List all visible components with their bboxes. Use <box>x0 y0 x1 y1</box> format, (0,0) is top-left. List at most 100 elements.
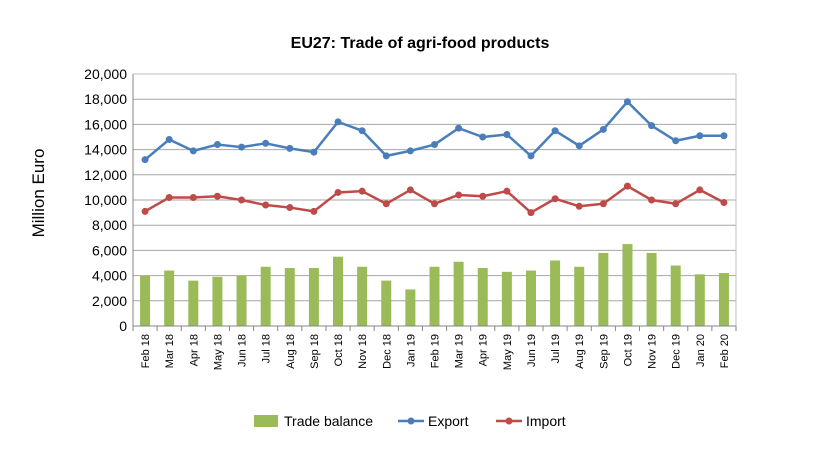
trade-balance-bar <box>188 280 199 326</box>
import-point <box>575 202 583 210</box>
import-point <box>503 187 511 195</box>
x-tick-label: Mar 19 <box>454 334 466 368</box>
export-point <box>238 143 246 151</box>
import-point <box>334 188 342 196</box>
trade-balance-bar <box>284 268 295 326</box>
trade-balance-legend-swatch <box>254 415 278 427</box>
export-line <box>144 100 724 161</box>
export-point <box>720 132 728 140</box>
export-point <box>575 142 583 150</box>
trade-balance-bar <box>260 266 271 326</box>
import-point <box>358 187 366 195</box>
export-point <box>358 127 366 135</box>
y-tick-label: 4,000 <box>92 268 127 284</box>
x-tick-label: Nov 19 <box>647 334 659 369</box>
x-tick-label: Dec 19 <box>671 334 683 369</box>
import-point <box>310 207 318 215</box>
x-tick-label: Dec 18 <box>381 334 393 369</box>
legend: Trade balance Export Import <box>254 413 566 429</box>
trade-balance-bar <box>236 275 247 326</box>
export-point <box>455 124 463 132</box>
x-tick-label: Feb 18 <box>140 334 152 368</box>
export-point <box>527 152 535 160</box>
export-point <box>286 144 294 152</box>
import-point <box>599 200 607 208</box>
import-point <box>262 201 270 209</box>
import-point <box>382 200 390 208</box>
trade-balance-bar <box>212 276 223 326</box>
x-tick-label: Jul 18 <box>261 334 273 363</box>
export-point <box>503 130 511 138</box>
x-tick-label: Feb 19 <box>430 334 442 368</box>
import-point <box>213 192 221 200</box>
trade-balance-bar <box>598 252 609 326</box>
trade-balance-bar <box>357 266 368 326</box>
export-point <box>672 137 680 145</box>
y-axis-label: Million Euro <box>29 149 48 238</box>
trade-balance-bar <box>646 252 657 326</box>
series-lines <box>141 98 728 217</box>
y-tick-label: 20,000 <box>84 66 127 82</box>
y-tick-label: 2,000 <box>92 293 127 309</box>
trade-balance-bar <box>718 273 729 326</box>
export-point <box>623 98 631 106</box>
y-tick-label: 18,000 <box>84 91 127 107</box>
export-point <box>310 148 318 156</box>
export-point <box>431 141 438 149</box>
import-point <box>189 193 197 201</box>
x-tick-label: May 19 <box>502 334 514 370</box>
import-point <box>455 191 463 199</box>
trade-balance-bars <box>140 244 729 326</box>
x-tick-label: Jul 19 <box>550 334 562 363</box>
import-line <box>144 184 725 214</box>
x-tick-label: Oct 19 <box>622 334 634 366</box>
x-tick-label: Jun 19 <box>526 334 538 367</box>
import-point <box>623 182 631 190</box>
x-tick-label: Oct 18 <box>333 334 345 366</box>
export-legend-label: Export <box>428 413 469 429</box>
y-tick-label: 12,000 <box>84 167 127 183</box>
trade-balance-bar <box>429 266 440 326</box>
trade-balance-bar <box>405 289 416 326</box>
import-point <box>406 186 414 194</box>
export-point <box>262 139 270 147</box>
export-point <box>599 125 607 133</box>
trade-balance-bar <box>525 270 536 326</box>
x-tick-label: Nov 18 <box>357 334 369 369</box>
import-point <box>431 200 438 208</box>
export-point <box>382 152 390 160</box>
import-point <box>648 196 656 204</box>
y-tick-label: 8,000 <box>92 217 127 233</box>
trade-balance-bar <box>694 274 705 326</box>
trade-balance-bar <box>501 271 512 326</box>
export-point <box>189 147 197 155</box>
import-point <box>286 204 294 212</box>
export-point <box>648 122 656 130</box>
trade-balance-legend-label: Trade balance <box>284 413 373 429</box>
trade-balance-bar <box>574 266 585 326</box>
import-point <box>672 200 680 208</box>
x-tick-label: Sep 18 <box>309 334 321 369</box>
import-point <box>696 186 704 194</box>
trade-balance-bar <box>550 260 561 326</box>
y-tick-label: 16,000 <box>84 116 127 132</box>
axes <box>132 73 737 331</box>
x-tick-label: May 18 <box>212 334 224 370</box>
export-point <box>696 132 704 140</box>
tick-labels: 0 2,000 4,000 6,000 8,000 10,000 12,000 14,000 1… <box>84 66 731 370</box>
export-point <box>334 118 342 126</box>
import-legend-label: Import <box>526 413 566 429</box>
import-legend-marker <box>505 417 513 425</box>
trade-balance-bar <box>140 275 151 326</box>
import-point <box>141 207 149 215</box>
trade-balance-bar <box>477 268 488 326</box>
x-tick-label: Feb 20 <box>719 334 731 368</box>
y-tick-label: 6,000 <box>92 242 127 258</box>
x-tick-label: Jun 18 <box>237 334 249 367</box>
x-tick-label: Apr 18 <box>188 334 200 366</box>
x-tick-label: Jan 20 <box>695 334 707 367</box>
trade-balance-bar <box>453 261 464 326</box>
export-legend-marker <box>407 417 415 425</box>
